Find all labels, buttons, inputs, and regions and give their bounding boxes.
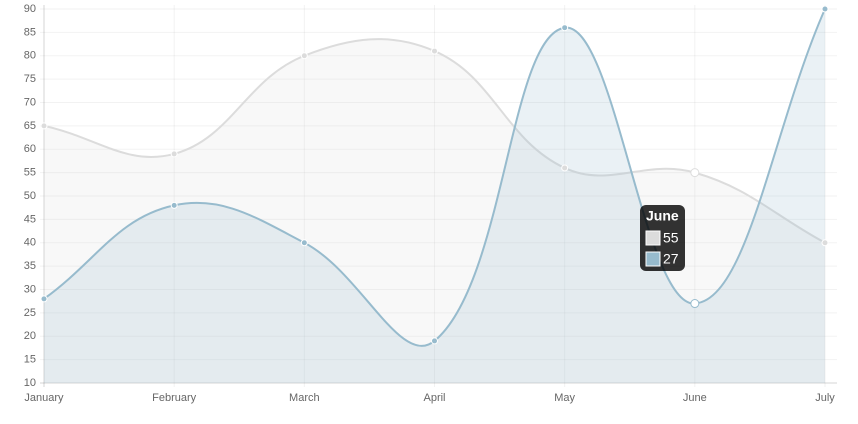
x-tick-label: April [423, 392, 445, 404]
y-tick-label: 85 [24, 26, 36, 38]
x-tick-label: February [152, 392, 197, 404]
y-tick-label: 70 [24, 96, 36, 108]
y-tick-label: 45 [24, 213, 36, 225]
y-tick-label: 10 [24, 377, 36, 389]
y-tick-label: 80 [24, 50, 36, 62]
tooltip-value: 27 [663, 251, 679, 267]
y-tick-label: 40 [24, 237, 36, 249]
point [431, 47, 438, 55]
x-tick-label: May [554, 392, 575, 404]
y-tick-label: 30 [24, 283, 36, 295]
x-tick-label: June [683, 392, 707, 404]
y-tick-label: 65 [24, 120, 36, 132]
y-tick-label: 60 [24, 143, 36, 155]
point [300, 52, 308, 60]
area [44, 39, 825, 383]
point [170, 201, 178, 209]
tooltip: June 55 27 [640, 205, 685, 271]
y-tick-label: 55 [24, 167, 36, 179]
x-tick-label: March [289, 392, 320, 404]
y-tick-label: 35 [24, 260, 36, 272]
point [690, 299, 700, 309]
point [40, 295, 48, 303]
tooltip-swatch [645, 230, 661, 246]
y-tick-label: 15 [24, 354, 36, 366]
tooltip-swatch [645, 251, 661, 267]
y-tick-label: 50 [24, 190, 36, 202]
point [561, 164, 569, 172]
point [821, 5, 829, 13]
area [44, 9, 825, 383]
point [561, 24, 569, 32]
point [300, 239, 308, 247]
tooltip-value: 55 [663, 230, 679, 246]
point [821, 239, 829, 247]
line [43, 8, 826, 347]
y-tick-label: 20 [24, 330, 36, 342]
point [170, 150, 178, 158]
x-tick-label: January [24, 392, 64, 404]
x-tick-label: July [815, 392, 835, 404]
y-tick-label: 25 [24, 307, 36, 319]
point [40, 122, 48, 130]
point [431, 337, 438, 345]
tooltip-title: June [646, 208, 679, 224]
y-tick-label: 75 [24, 73, 36, 85]
y-tick-label: 90 [24, 3, 36, 15]
point [690, 168, 700, 178]
